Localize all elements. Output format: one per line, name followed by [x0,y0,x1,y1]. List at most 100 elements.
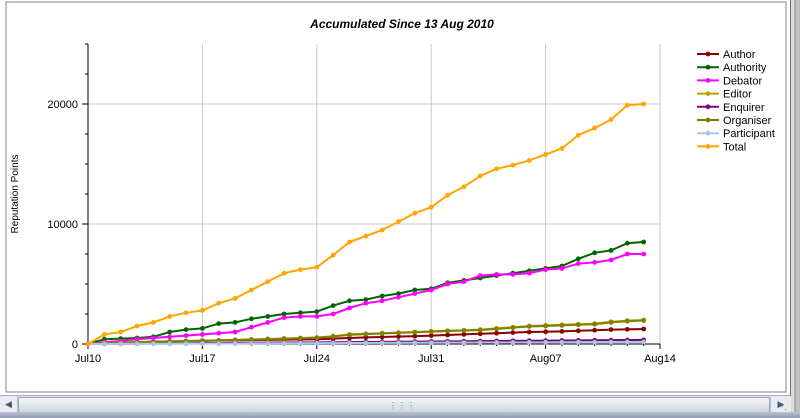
legend-item-total: Total [697,141,746,153]
legend-marker-enquirer [705,104,711,110]
data-point-total [232,296,238,301]
data-point-participant [330,340,336,346]
data-point-total [510,162,516,168]
data-point-author [396,334,401,339]
data-point-participant [281,340,287,346]
scroll-right-arrow-icon[interactable]: ▶ [770,396,791,413]
data-point-organiser [477,327,483,333]
data-point-total [216,300,222,306]
data-point-debator [363,300,369,306]
data-point-participant [641,339,647,345]
data-point-debator [494,272,499,277]
horizontal-scrollbar[interactable]: ◀ ⋮⋮⋮ ▶ [0,395,791,413]
data-point-authority [183,327,189,332]
data-point-debator [167,334,173,340]
data-point-total [347,239,352,245]
data-point-total [150,320,156,325]
grip-icon: ⋮⋮⋮ [389,401,416,410]
data-point-participant [363,340,369,346]
data-point-organiser [330,334,336,339]
data-point-total [526,158,532,163]
data-point-organiser [461,328,467,333]
data-point-debator [461,279,467,284]
y-tick-label: 10000 [47,219,78,231]
data-point-organiser [412,329,418,335]
data-point-authority [265,314,271,319]
data-point-total [461,184,467,190]
x-tick-label: Aug14 [644,353,676,365]
data-point-debator [265,320,271,325]
data-point-total [265,279,271,284]
y-tick-labels: 0 10000 20000 [47,99,78,351]
scroll-left-arrow-icon[interactable]: ◀ [0,396,18,413]
data-point-organiser [314,335,320,341]
data-point-debator [232,329,238,335]
data-point-participant [477,340,483,345]
y-tick-label: 0 [72,339,78,351]
data-point-participant [592,339,598,345]
data-point-participant [183,341,189,347]
legend-label-enquirer: Enquirer [723,102,765,114]
data-point-total [101,332,107,337]
data-point-organiser [510,325,516,331]
data-point-debator [445,281,450,287]
data-point-participant [249,341,254,346]
data-point-total [249,287,254,293]
data-point-authority [216,321,222,326]
data-point-debator [526,270,532,276]
data-point-organiser [379,331,385,336]
data-point-participant [396,340,401,346]
data-point-organiser [249,337,254,343]
data-point-author [592,327,598,333]
data-point-authority [298,310,303,316]
window-bottom-border [0,412,800,418]
data-point-debator [428,287,434,293]
resize-grip-icon[interactable]: ⋱ [778,401,787,411]
legend-item-authority: Authority [697,62,767,74]
data-point-participant [167,341,173,347]
data-point-participant [101,341,107,347]
chart-canvas: Accumulated Since 13 Aug 2010 0 10000 2000… [5,1,787,393]
data-point-participant [150,341,156,347]
legend-item-organiser: Organiser [697,115,772,127]
data-point-authority [347,298,352,304]
data-point-author [412,333,418,339]
data-point-organiser [592,321,598,327]
data-point-participant [624,339,630,345]
data-point-debator [575,261,581,266]
data-point-authority [249,316,254,322]
data-point-debator [608,257,614,263]
data-point-total [559,146,565,151]
data-point-total [445,192,450,198]
data-point-organiser [608,320,614,325]
series-debator [85,251,647,347]
data-point-authority [624,240,630,246]
data-point-author [543,329,548,335]
data-point-total [412,210,418,216]
data-point-participant [526,339,532,345]
data-point-organiser [281,336,287,342]
data-point-participant [298,340,303,346]
data-point-author [510,330,516,335]
data-point-total [477,173,483,179]
data-point-participant [559,339,565,345]
x-tick-label: Jul31 [418,353,444,365]
data-point-authority [379,293,385,299]
legend-item-author: Author [697,49,756,61]
window-right-border [790,0,800,418]
scroll-thumb[interactable]: ⋮⋮⋮ [18,397,770,413]
data-point-total [379,227,385,233]
data-point-participant [200,341,205,346]
legend-label-participant: Participant [723,128,775,140]
x-tick-label: Jul17 [189,353,215,365]
data-point-authority [592,250,598,256]
data-point-author [641,326,647,332]
legend-marker-debator [705,78,711,83]
data-point-participant [494,340,499,345]
data-point-total [118,329,124,335]
legend-marker-author [705,51,711,57]
data-point-author [445,332,450,338]
data-point-debator [396,294,401,300]
data-point-total [592,125,598,131]
